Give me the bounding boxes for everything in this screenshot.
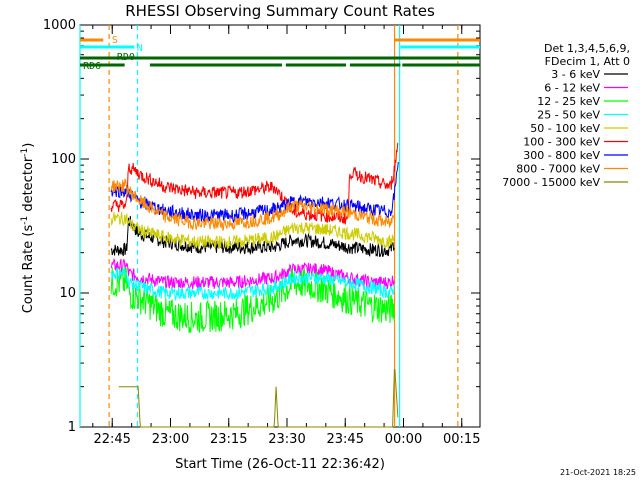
series-line	[110, 215, 395, 257]
x-tick-label: 22:45	[93, 432, 130, 447]
flag-label-rd0: RD0	[117, 52, 135, 63]
x-tick-label: 23:15	[210, 432, 247, 447]
x-tick-label: 23:45	[327, 432, 364, 447]
series-line	[110, 258, 395, 291]
flag-label-n: N	[137, 43, 143, 54]
y-tick-label: 1000	[43, 18, 76, 33]
legend-entry-label: 800 - 7000 keV	[516, 163, 600, 176]
series-line	[110, 266, 395, 334]
x-tick-label: 00:15	[443, 432, 480, 447]
legend-entry-label: 50 - 100 keV	[530, 122, 600, 135]
y-tick-label: 100	[51, 152, 76, 167]
footer-date: 21-Oct-2021 18:25	[560, 468, 636, 477]
x-axis-label: Start Time (26-Oct-11 22:36:42)	[175, 457, 385, 472]
chart-title: RHESSI Observing Summary Count Rates	[125, 2, 435, 20]
flag-label-s: S	[112, 35, 118, 46]
flag-label-rd6: RD6	[83, 61, 101, 72]
series-line	[110, 267, 395, 302]
legend-entry-label: 100 - 300 keV	[523, 136, 600, 149]
legend-entry-label: 3 - 6 keV	[551, 68, 600, 81]
legend-header: Det 1,3,4,5,6,9,	[544, 42, 630, 55]
x-tick-label: 00:00	[385, 432, 422, 447]
series-line	[110, 161, 399, 224]
series-line	[110, 211, 395, 250]
legend-entry-label: 25 - 50 keV	[537, 109, 600, 122]
y-tick-label: 1	[68, 420, 76, 435]
legend-header: FDecim 1, Att 0	[545, 55, 630, 68]
series-line	[118, 369, 399, 428]
series-line	[110, 142, 399, 225]
series-line	[110, 178, 395, 232]
svg-text:Count Rate (s-1 detector-1): Count Rate (s-1 detector-1)	[20, 143, 36, 314]
y-axis-label: Count Rate (s-1 detector-1)	[20, 143, 36, 314]
plot-area: 1 10 100 1000 22:45 23:00 23:15 23:30 23:45 00:00…	[43, 18, 481, 447]
y-tick-label: 10	[59, 286, 76, 301]
x-tick-label: 23:30	[268, 432, 305, 447]
legend-entry-label: 300 - 800 keV	[523, 149, 600, 162]
legend-entry-label: 12 - 25 keV	[537, 95, 600, 108]
legend: Det 1,3,4,5,6,9,FDecim 1, Att 03 - 6 keV…	[502, 42, 630, 189]
legend-entry-label: 6 - 12 keV	[544, 82, 600, 95]
legend-entry-label: 7000 - 15000 keV	[502, 176, 600, 189]
x-tick-label: 23:00	[152, 432, 189, 447]
